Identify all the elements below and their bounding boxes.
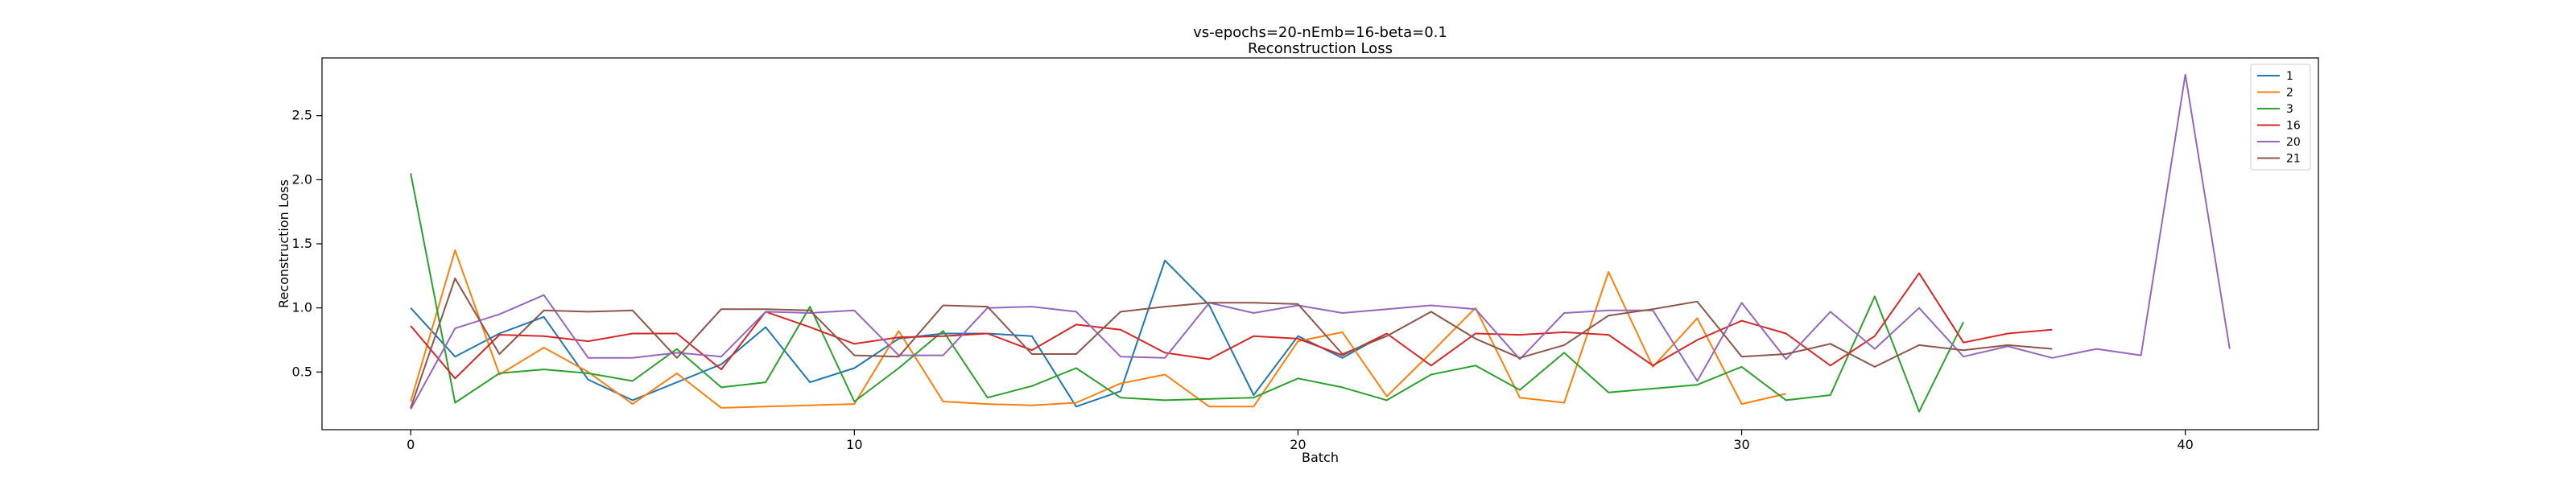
y-tick-label: 0.5 <box>292 364 312 379</box>
y-axis-ticks: 0.5 1.0 1.5 2.0 2.5 <box>292 108 322 379</box>
x-tick-label: 40 <box>2177 437 2193 452</box>
series-line-20 <box>410 73 2231 410</box>
legend-label: 2 <box>2286 87 2293 100</box>
chart-title: vs-epochs=20-nEmb=16-beta=0.1 <box>1193 24 1447 41</box>
series-layer <box>410 73 2231 413</box>
series-line-1 <box>410 259 1388 408</box>
legend-label: 1 <box>2286 70 2293 83</box>
legend-label: 21 <box>2286 153 2301 166</box>
y-axis-label: Reconstruction Loss <box>276 179 291 308</box>
series-line-16 <box>410 272 2053 380</box>
legend: 1 2 3 16 20 21 <box>2250 64 2311 171</box>
legend-box <box>2250 64 2311 171</box>
series-line-2 <box>410 249 1786 409</box>
legend-label: 16 <box>2286 120 2301 133</box>
x-axis-ticks: 0 10 20 30 40 <box>407 430 2194 452</box>
y-tick-label: 2.0 <box>292 171 312 187</box>
y-tick-label: 2.5 <box>292 108 312 123</box>
x-axis-label: Batch <box>1302 450 1339 465</box>
legend-label: 3 <box>2286 103 2293 116</box>
x-tick-label: 20 <box>1290 437 1306 452</box>
series-line-3 <box>410 173 1964 413</box>
x-tick-label: 0 <box>407 437 415 452</box>
y-tick-label: 1.0 <box>292 300 312 315</box>
legend-label: 20 <box>2286 136 2301 149</box>
x-tick-label: 10 <box>846 437 862 452</box>
y-tick-label: 1.5 <box>292 236 312 251</box>
series-line-21 <box>410 278 2053 409</box>
plot-frame <box>321 57 2319 430</box>
chart-subtitle: Reconstruction Loss <box>1248 40 1393 57</box>
x-tick-label: 30 <box>1733 437 1749 452</box>
